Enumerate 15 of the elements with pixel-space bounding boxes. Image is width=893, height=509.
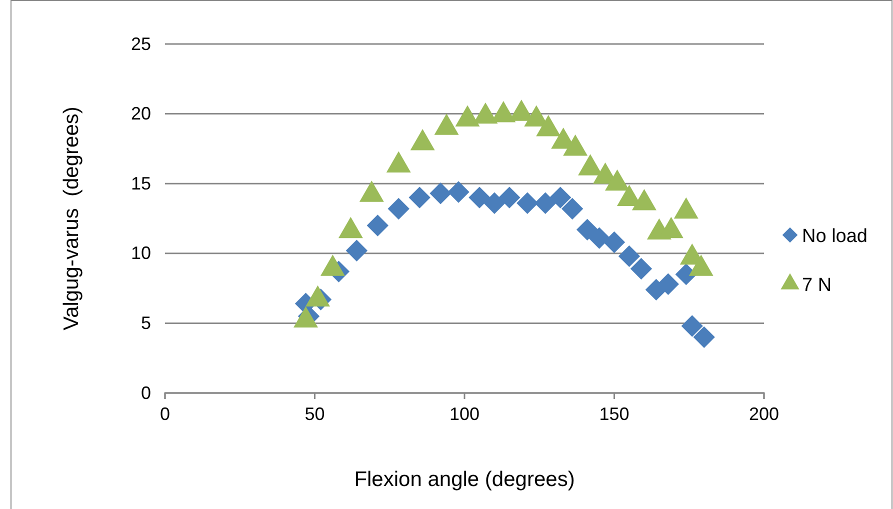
y-axis-title: Valgug-varus (degrees) bbox=[60, 106, 83, 330]
legend-label: No load bbox=[802, 226, 868, 247]
y-tick-label: 0 bbox=[140, 382, 151, 403]
y-tick-label: 25 bbox=[130, 34, 151, 54]
y-tick-label: 20 bbox=[130, 104, 151, 124]
x-tick-label: 50 bbox=[304, 404, 325, 424]
x-tick-label: 200 bbox=[748, 404, 780, 424]
x-tick-label: 100 bbox=[449, 404, 480, 424]
y-tick-label: 15 bbox=[130, 173, 151, 194]
legend-label: 7 N bbox=[802, 275, 832, 296]
x-tick-label: 0 bbox=[160, 404, 170, 424]
y-tick-label: 10 bbox=[130, 243, 151, 264]
x-axis-title: Flexion angle (degrees) bbox=[354, 468, 575, 491]
x-tick-label: 150 bbox=[599, 404, 630, 424]
y-tick-label: 5 bbox=[140, 312, 151, 333]
